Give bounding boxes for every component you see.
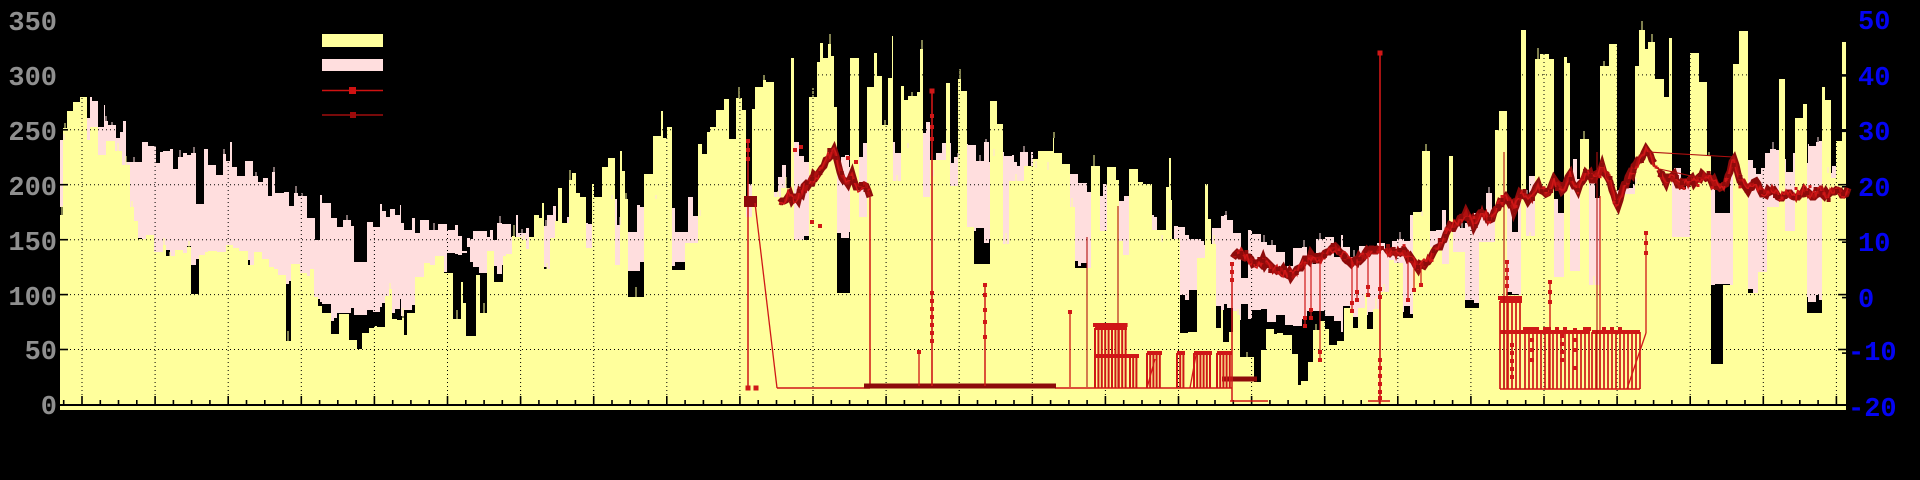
- svg-text:50: 50: [1858, 8, 1890, 38]
- svg-text:50: 50: [25, 338, 57, 368]
- svg-text:-20: -20: [1848, 395, 1897, 425]
- svg-text:20: 20: [1858, 175, 1890, 205]
- svg-text:150: 150: [8, 229, 57, 259]
- svg-text:-10: -10: [1848, 339, 1897, 369]
- svg-text:100: 100: [8, 284, 57, 314]
- svg-text:0: 0: [41, 393, 57, 423]
- svg-text:40: 40: [1858, 64, 1890, 94]
- svg-text:200: 200: [8, 174, 57, 204]
- svg-text:250: 250: [8, 119, 57, 149]
- svg-text:350: 350: [8, 9, 57, 39]
- svg-text:10: 10: [1858, 230, 1890, 260]
- svg-text:30: 30: [1858, 119, 1890, 149]
- svg-text:0: 0: [1858, 286, 1874, 316]
- svg-text:300: 300: [8, 64, 57, 94]
